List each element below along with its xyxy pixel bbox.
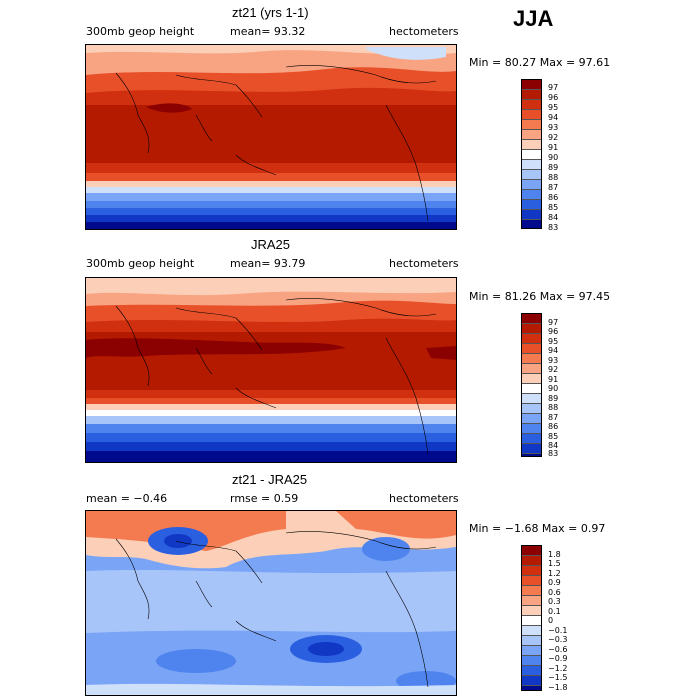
colorbar-label: 97 (548, 318, 559, 327)
colorbar-label: −0.6 (548, 645, 568, 654)
colorbar-label: 83 (548, 223, 559, 232)
panel-2-map (85, 277, 457, 463)
colorbar-label: 89 (548, 394, 559, 403)
colorbar-label: 95 (548, 103, 559, 112)
panel-2-units: hectometers (389, 257, 459, 270)
colorbar-label: −0.1 (548, 626, 568, 635)
colorbar-label: −1.5 (548, 673, 568, 682)
panel-1-title: zt21 (yrs 1-1) (232, 5, 309, 20)
colorbar-label: 87 (548, 413, 559, 422)
colorbar-label: 88 (548, 173, 559, 182)
colorbar-label: 89 (548, 163, 559, 172)
colorbar-label: −0.9 (548, 654, 568, 663)
colorbar-label: 86 (548, 193, 559, 202)
colorbar-label: 94 (548, 346, 559, 355)
colorbar-label: 95 (548, 337, 559, 346)
panel-3-title: zt21 - JRA25 (232, 472, 308, 487)
colorbar-label: 85 (548, 432, 559, 441)
panel-1-units: hectometers (389, 25, 459, 38)
colorbar-label: 0.1 (548, 607, 561, 616)
colorbar-label: −0.3 (548, 635, 568, 644)
colorbar-label: 88 (548, 403, 559, 412)
colorbar-label: −1.8 (548, 683, 568, 692)
colorbar-label: 83 (548, 449, 559, 458)
colorbar-label: 1.5 (548, 559, 561, 568)
panel-3-units: hectometers (389, 492, 459, 505)
panel-2-minmax: Min = 81.26 Max = 97.45 (469, 290, 611, 303)
colorbar-label: 96 (548, 93, 559, 102)
panel-1-colorbar (521, 79, 542, 229)
panel-2-variable: 300mb geop height (86, 257, 195, 270)
colorbar-label: 91 (548, 375, 559, 384)
colorbar-label: 92 (548, 365, 559, 374)
colorbar-label: 1.8 (548, 550, 561, 559)
panel-1-minmax: Min = 80.27 Max = 97.61 (469, 56, 611, 69)
colorbar-label: 0.9 (548, 578, 561, 587)
colorbar-label: 91 (548, 143, 559, 152)
panel-3-map (85, 510, 457, 696)
colorbar-label: 1.2 (548, 569, 561, 578)
colorbar-label: 93 (548, 356, 559, 365)
panel-1-map (85, 44, 457, 230)
colorbar-label: 87 (548, 183, 559, 192)
colorbar-label: 0.6 (548, 588, 561, 597)
colorbar-label: 0.3 (548, 597, 561, 606)
colorbar-label: 90 (548, 384, 559, 393)
panel-3-minmax: Min = −1.68 Max = 0.97 (469, 522, 606, 535)
panel-2-title: JRA25 (251, 237, 291, 252)
colorbar-label: 84 (548, 441, 559, 450)
colorbar-label: 93 (548, 123, 559, 132)
panel-3-mean: mean = −0.46 (86, 492, 168, 505)
panel-2-colorbar (521, 313, 542, 457)
panel-3-colorbar (521, 545, 542, 691)
colorbar-label: 90 (548, 153, 559, 162)
panel-1-variable: 300mb geop height (86, 25, 195, 38)
colorbar-label: 94 (548, 113, 559, 122)
colorbar-label: 86 (548, 422, 559, 431)
panel-2-mean: mean= 93.79 (230, 257, 306, 270)
colorbar-label: 0 (548, 616, 554, 625)
colorbar-label: 96 (548, 327, 559, 336)
colorbar-label: −1.2 (548, 664, 568, 673)
panel-1-mean: mean= 93.32 (230, 25, 306, 38)
season-label: JJA (513, 6, 554, 31)
panel-3-rmse: rmse = 0.59 (230, 492, 299, 505)
colorbar-label: 85 (548, 203, 559, 212)
colorbar-label: 92 (548, 133, 559, 142)
colorbar-label: 84 (548, 213, 559, 222)
colorbar-label: 97 (548, 83, 559, 92)
